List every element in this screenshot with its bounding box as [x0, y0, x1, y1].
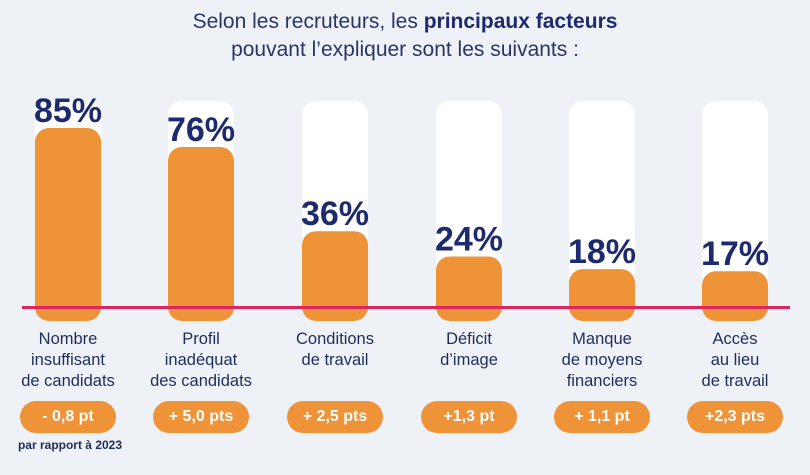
comparison-note: par rapport à 2023	[17, 438, 123, 452]
value-label: 18%	[568, 233, 636, 271]
category-label: Accès au lieu de travail	[701, 330, 769, 390]
change-pill: +2,3 pts	[687, 401, 783, 433]
change-pill: +1,3 pt	[421, 401, 517, 433]
category-label: Profil inadéquat des candidats	[150, 330, 252, 390]
bar	[702, 271, 768, 321]
category-label: Déficit d’image	[440, 330, 498, 369]
value-label: 24%	[435, 220, 503, 258]
change-pill: + 2,5 pts	[287, 401, 383, 433]
title-line1-bold: principaux facteurs	[423, 10, 618, 33]
value-label: 36%	[301, 195, 369, 233]
value-label: 17%	[701, 235, 769, 273]
change-pill: - 0,8 pt	[20, 401, 116, 433]
value-label: 85%	[34, 92, 102, 130]
category-label: Nombre insuffisant de candidats	[21, 330, 115, 390]
bar-track	[702, 101, 768, 321]
chart-title: Selon les recruteurs, les principaux fac…	[0, 8, 810, 64]
bar	[302, 231, 368, 321]
baseline	[22, 306, 790, 309]
category-label: Manque de moyens financiers	[561, 330, 643, 390]
bar	[168, 146, 234, 321]
bar-track	[569, 101, 635, 321]
title-line2: pouvant l’expliquer sont les suivants :	[231, 38, 579, 61]
category-label: Conditions de travail	[296, 330, 374, 369]
bar	[569, 269, 635, 321]
title-line1-prefix: Selon les recruteurs, les	[192, 10, 424, 33]
bar	[436, 256, 502, 321]
change-pill: + 1,1 pt	[554, 401, 650, 433]
change-pill: + 5,0 pts	[153, 401, 249, 433]
value-label: 76%	[167, 111, 235, 149]
bar	[35, 128, 101, 321]
